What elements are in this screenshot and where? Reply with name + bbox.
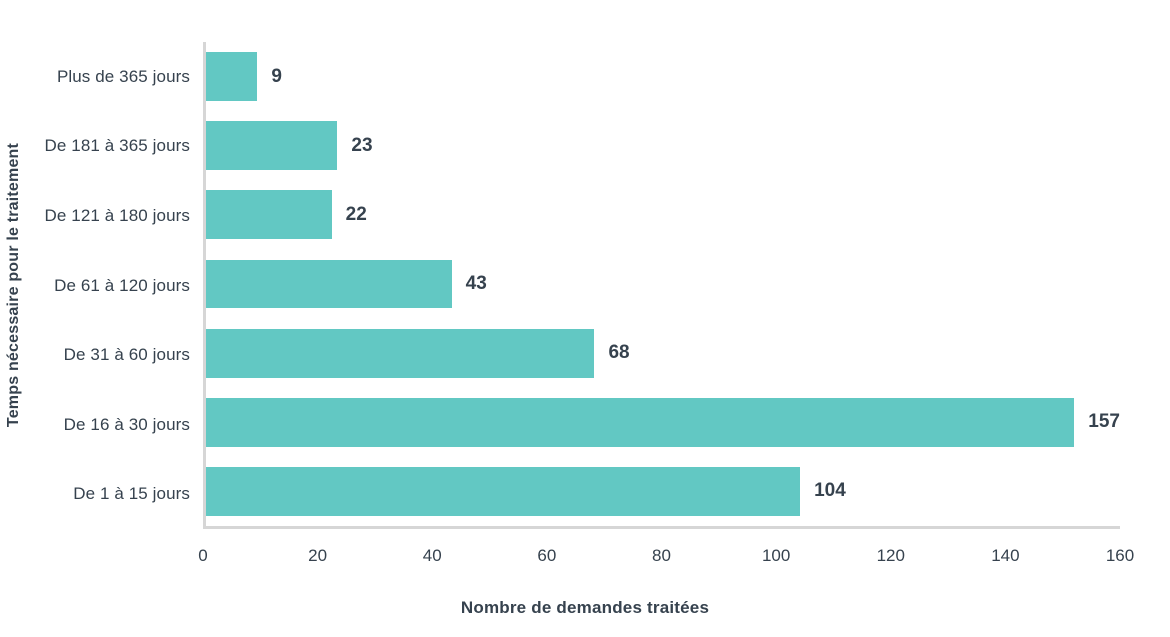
- category-axis: Plus de 365 jours De 181 à 365 jours De 12…: [0, 42, 190, 529]
- bar-row: 68: [206, 319, 1120, 388]
- x-tick-label: 140: [991, 546, 1020, 565]
- x-tick-label: 20: [308, 546, 328, 565]
- bar: [206, 121, 338, 171]
- category-label: De 31 à 60 jours: [63, 345, 190, 365]
- bar-value-label: 104: [814, 480, 846, 502]
- category-label: De 181 à 365 jours: [44, 136, 190, 156]
- bar-value-label: 22: [345, 203, 367, 225]
- x-tick-label: 0: [198, 546, 208, 565]
- bar-value-label: 68: [608, 342, 630, 364]
- bar-row: 43: [206, 249, 1120, 318]
- bar-row: 9: [206, 42, 1120, 111]
- bar-value-label: 43: [465, 272, 487, 294]
- x-tick-label: 100: [761, 546, 791, 565]
- x-tick-label: 120: [876, 546, 905, 565]
- category-label: Plus de 365 jours: [56, 66, 190, 86]
- x-tick-label: 40: [422, 546, 442, 565]
- category-label: De 1 à 15 jours: [73, 484, 190, 504]
- bar-row: 23: [206, 111, 1120, 180]
- category-label: De 16 à 30 jours: [63, 414, 190, 434]
- bar-row: 157: [206, 388, 1120, 457]
- bar: [206, 190, 332, 240]
- bar-value-label: 9: [271, 65, 282, 87]
- bar: [206, 467, 801, 516]
- category-label: De 61 à 120 jours: [54, 275, 190, 295]
- bar-row: 104: [206, 457, 1120, 526]
- x-axis-ticks: 0 20 40 60 80 100 120 140 160: [198, 546, 1134, 570]
- bar: [206, 328, 595, 378]
- category-label: De 121 à 180 jours: [44, 205, 190, 225]
- x-axis-title: Nombre de demandes traitées: [460, 598, 710, 617]
- bar: [206, 259, 452, 309]
- x-tick-label: 60: [537, 546, 557, 565]
- bar-value-label: 157: [1088, 411, 1120, 433]
- x-tick-label: 160: [1105, 546, 1135, 565]
- x-tick-label: 80: [652, 546, 671, 565]
- bar-rows: 9 23 22 43 68 157 104: [206, 42, 1120, 526]
- bar-row: 22: [206, 180, 1120, 249]
- plot-area: 9 23 22 43 68 157 104: [203, 42, 1120, 529]
- bar: [206, 52, 258, 101]
- bar-value-label: 23: [351, 134, 373, 156]
- bar: [206, 397, 1075, 447]
